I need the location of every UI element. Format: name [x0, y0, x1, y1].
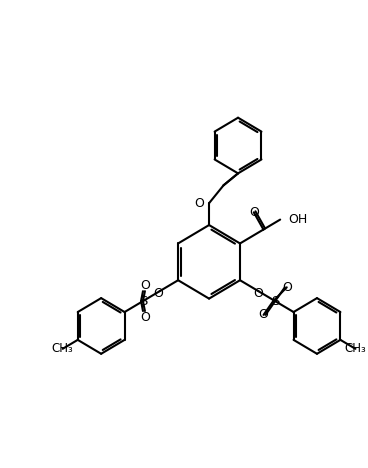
Text: CH₃: CH₃: [52, 342, 74, 355]
Text: O: O: [282, 281, 292, 294]
Text: CH₃: CH₃: [344, 342, 366, 355]
Text: OH: OH: [288, 213, 307, 226]
Text: O: O: [254, 286, 263, 300]
Text: O: O: [140, 310, 150, 323]
Text: O: O: [140, 279, 150, 292]
Text: O: O: [153, 286, 163, 300]
Text: S: S: [139, 294, 147, 307]
Text: O: O: [259, 308, 269, 322]
Text: O: O: [194, 197, 204, 210]
Text: S: S: [271, 294, 279, 307]
Text: O: O: [249, 206, 259, 219]
